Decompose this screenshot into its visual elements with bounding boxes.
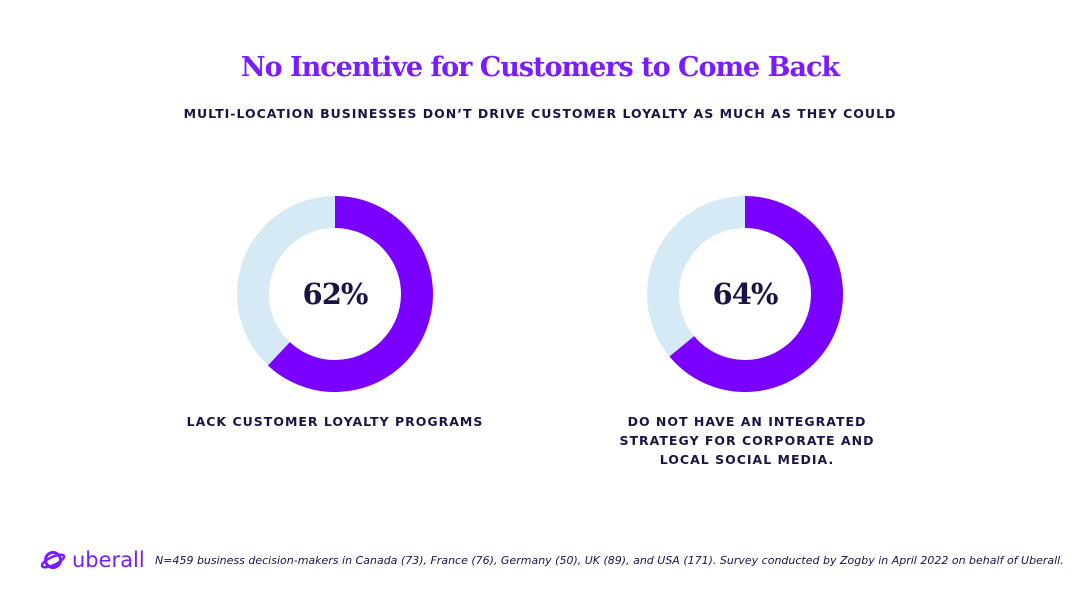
donut-label-1: 62%	[302, 277, 369, 311]
donut-caption-1: LACK CUSTOMER LOYALTY PROGRAMS	[186, 414, 484, 429]
donut-chart-2: 64%	[647, 196, 843, 392]
donut-value-arc-2	[669, 196, 843, 392]
logo-text: uberall	[72, 548, 145, 572]
uberall-logo: uberall	[40, 548, 145, 572]
planet-icon	[40, 551, 66, 569]
donut-svg-2	[647, 196, 843, 392]
donut-value-arc-1	[267, 196, 433, 392]
footnote: N=459 business decision-makers in Canada…	[155, 554, 1064, 567]
page-subtitle: MULTI-LOCATION BUSINESSES DON’T DRIVE CU…	[183, 106, 897, 121]
donut-label-2: 64%	[712, 277, 779, 311]
donut-caption-2: DO NOT HAVE AN INTEGRATED STRATEGY FOR C…	[619, 414, 875, 467]
donut-svg-1	[237, 196, 433, 392]
page-title: No Incentive for Customers to Come Back	[240, 52, 840, 83]
donut-chart-1: 62%	[237, 196, 433, 392]
